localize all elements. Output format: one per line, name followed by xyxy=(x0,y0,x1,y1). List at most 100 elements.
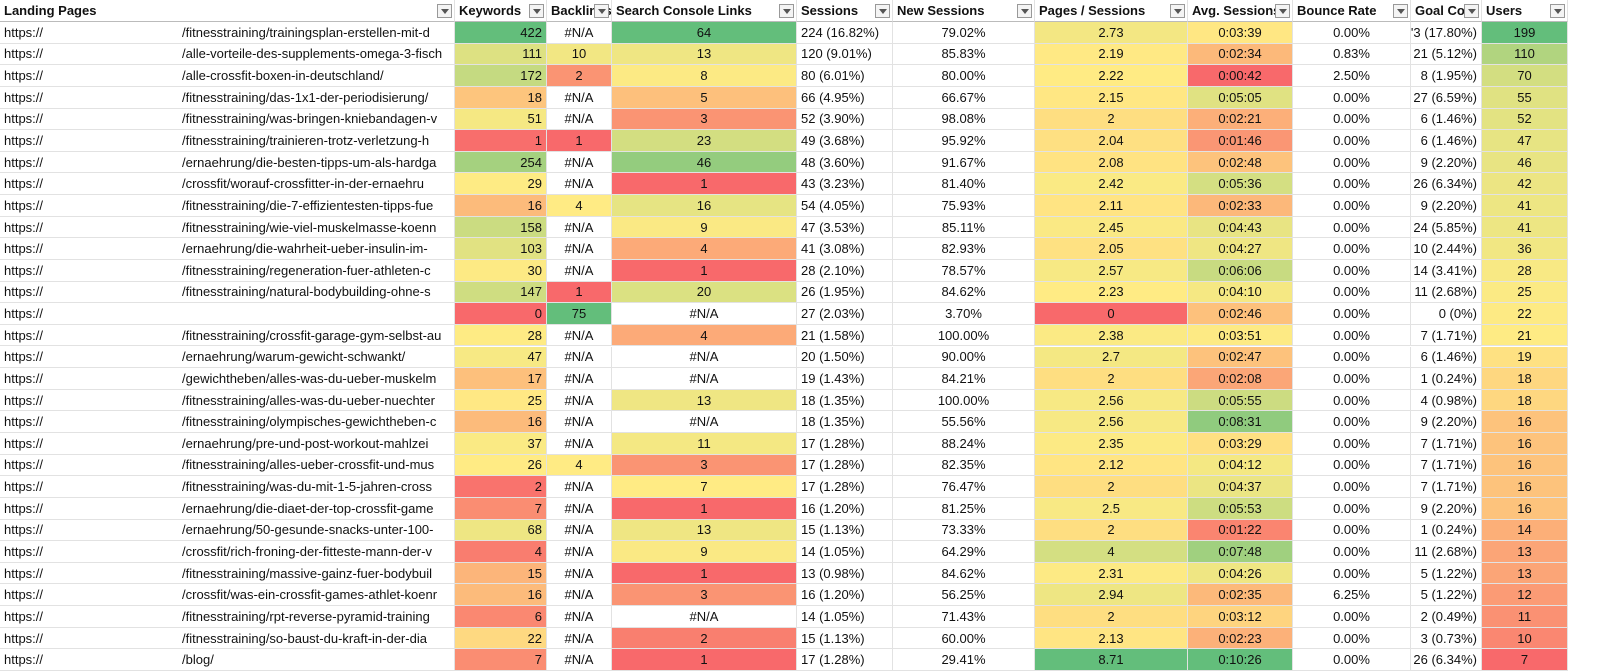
cell-text: 422 xyxy=(520,24,542,40)
table-cell: 0:02:48 xyxy=(1188,151,1293,174)
table-cell: 0.00% xyxy=(1293,411,1411,434)
filter-button[interactable] xyxy=(1017,4,1032,18)
cell-text: 60.00% xyxy=(941,630,986,646)
cell-text: 2.05 xyxy=(1098,241,1124,257)
cell-text: 26 xyxy=(527,457,542,473)
cell-text: /crossfit/rich-froning-der-fitteste-mann… xyxy=(182,544,432,559)
cell-text: 172 xyxy=(520,68,542,84)
table-cell: 26 (6.34%) xyxy=(1411,173,1482,196)
table-cell: 20 (1.50%) xyxy=(797,346,893,369)
table-cell: https:// xyxy=(0,152,178,174)
cell-text: 4 xyxy=(575,197,583,213)
filter-button[interactable] xyxy=(1393,4,1408,18)
table-cell: https:// xyxy=(0,498,178,520)
table-cell: https:// xyxy=(0,282,178,304)
cell-text: 0:10:26 xyxy=(1218,652,1262,668)
cell-text: #N/A xyxy=(689,349,719,365)
table-cell: 20 xyxy=(612,281,797,304)
cell-text: #N/A xyxy=(564,565,594,581)
cell-text: 103 xyxy=(520,241,542,257)
cell-text: /fitnesstraining/regeneration-fuer-athle… xyxy=(182,262,431,278)
table-cell: https:// xyxy=(0,347,178,369)
filter-button[interactable] xyxy=(1550,4,1565,18)
cell-text: 7 (1.71%) xyxy=(1420,479,1477,495)
table-cell: 0 xyxy=(455,303,547,325)
cell-text: 6 (1.46%) xyxy=(1420,349,1477,365)
table-cell: 16 xyxy=(1482,476,1568,498)
filter-button[interactable] xyxy=(594,4,609,18)
table-cell: 2.5 xyxy=(1035,497,1188,520)
cell-text: 0:02:34 xyxy=(1218,46,1262,62)
table-cell: 14 (3.41%) xyxy=(1411,259,1482,282)
cell-text: 17 (1.28%) xyxy=(801,435,865,451)
table-cell: 36 xyxy=(1482,238,1568,260)
table-cell: #N/A xyxy=(547,497,612,520)
filter-button[interactable] xyxy=(1170,4,1185,18)
table-cell: #N/A xyxy=(547,108,612,131)
cell-text: 0.83% xyxy=(1333,46,1370,62)
cell-text: 8 xyxy=(700,68,708,84)
table-cell: 11 xyxy=(1482,606,1568,628)
cell-text: 7 (1.71%) xyxy=(1420,327,1477,343)
table-cell: 0:04:27 xyxy=(1188,238,1293,260)
table-cell: 84.62% xyxy=(893,562,1035,585)
cell-text: 0:04:12 xyxy=(1218,457,1262,473)
cell-text: 84.21% xyxy=(941,370,986,386)
cell-text: 0 (0%) xyxy=(1438,306,1477,322)
cell-text: 0:04:27 xyxy=(1218,241,1262,257)
table-cell: 25 xyxy=(1482,281,1568,304)
filter-button[interactable] xyxy=(779,4,794,18)
filter-button[interactable] xyxy=(437,4,452,18)
table-cell: 42 xyxy=(1482,173,1568,196)
table-cell: 5 (1.22%) xyxy=(1411,562,1482,585)
table-cell: 4 xyxy=(612,238,797,260)
cell-text: https:// xyxy=(4,68,44,84)
table-cell: 2.05 xyxy=(1035,238,1188,260)
cell-text: 30 xyxy=(527,262,542,278)
cell-text: 15 (1.13%) xyxy=(801,522,865,538)
cell-text: 110 xyxy=(1514,46,1535,62)
header-text: Landing Pages xyxy=(4,3,97,18)
cell-text: 41 (3.08%) xyxy=(801,241,865,257)
table-cell: /ernaehrung/die-diaet-der-top-crossfit-g… xyxy=(178,497,455,520)
table-cell: 2.04 xyxy=(1035,130,1188,152)
table-cell: 0.00% xyxy=(1293,130,1411,152)
cell-text: 0.00% xyxy=(1333,414,1370,430)
filter-button[interactable] xyxy=(529,4,544,18)
cell-text: 22 xyxy=(1517,306,1532,322)
table-cell: https:// xyxy=(0,411,178,434)
table-cell: 90.00% xyxy=(893,346,1035,369)
cell-text: 16 xyxy=(527,414,542,430)
table-cell: #N/A xyxy=(547,324,612,347)
table-cell: 7 (1.71%) xyxy=(1411,476,1482,498)
cell-text: #N/A xyxy=(564,89,594,105)
cell-text: 0.00% xyxy=(1333,284,1370,300)
table-cell: #N/A xyxy=(547,519,612,542)
cell-text: 13 xyxy=(1517,544,1532,559)
cell-text: 46 xyxy=(696,154,712,170)
table-cell: /fitnesstraining/alles-was-du-ueber-nuec… xyxy=(178,389,455,412)
table-cell: 3 (0.73%) xyxy=(1411,627,1482,650)
cell-text: 14 xyxy=(1517,522,1532,538)
table-cell: 147 xyxy=(455,281,547,304)
header-text: Sessions xyxy=(801,3,859,18)
table-cell: 0.83% xyxy=(1293,43,1411,66)
cell-text: 47 (3.53%) xyxy=(801,219,865,235)
cell-text: /ernaehrung/die-wahrheit-ueber-insulin-i… xyxy=(182,241,428,257)
cell-text: 49 (3.68%) xyxy=(801,132,865,148)
table-cell: 0:05:05 xyxy=(1188,86,1293,109)
filter-button[interactable] xyxy=(1464,4,1479,18)
cell-text: /ernaehrung/die-besten-tipps-um-als-hard… xyxy=(182,154,437,170)
table-cell: 18 xyxy=(1482,389,1568,412)
table-cell: #N/A xyxy=(547,433,612,455)
cell-text: #N/A xyxy=(564,176,594,192)
table-cell: 1 (0.24%) xyxy=(1411,368,1482,390)
filter-button[interactable] xyxy=(1275,4,1290,18)
cell-text: 71.43% xyxy=(941,608,986,624)
filter-button[interactable] xyxy=(875,4,890,18)
table-cell: 0.00% xyxy=(1293,151,1411,174)
table-cell: 2.50% xyxy=(1293,65,1411,87)
table-cell: 70 xyxy=(1482,65,1568,87)
cell-text: 80.00% xyxy=(941,68,986,84)
table-cell: 7 xyxy=(1482,649,1568,671)
